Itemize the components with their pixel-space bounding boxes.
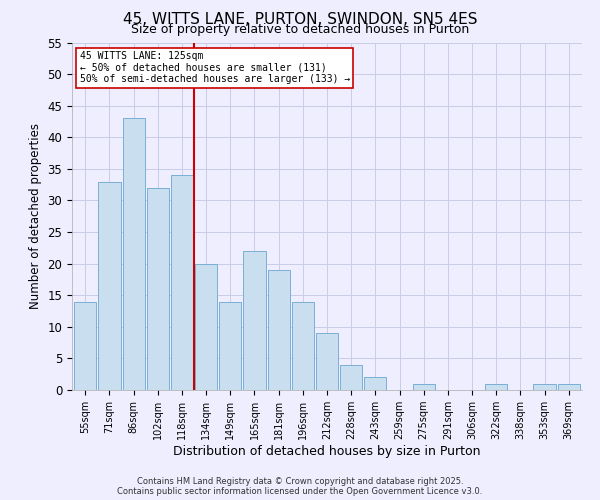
Bar — [74, 302, 97, 390]
Bar — [268, 270, 290, 390]
Bar — [316, 333, 338, 390]
Bar — [195, 264, 217, 390]
Bar — [364, 378, 386, 390]
Bar — [557, 384, 580, 390]
Text: Size of property relative to detached houses in Purton: Size of property relative to detached ho… — [131, 22, 469, 36]
Bar — [146, 188, 169, 390]
Text: 45 WITTS LANE: 125sqm
← 50% of detached houses are smaller (131)
50% of semi-det: 45 WITTS LANE: 125sqm ← 50% of detached … — [80, 51, 350, 84]
Bar — [292, 302, 314, 390]
Text: Contains HM Land Registry data © Crown copyright and database right 2025.
Contai: Contains HM Land Registry data © Crown c… — [118, 476, 482, 496]
Bar — [413, 384, 435, 390]
Bar — [98, 182, 121, 390]
Bar — [219, 302, 241, 390]
Bar — [533, 384, 556, 390]
Y-axis label: Number of detached properties: Number of detached properties — [29, 123, 42, 309]
Bar — [122, 118, 145, 390]
Bar — [171, 175, 193, 390]
X-axis label: Distribution of detached houses by size in Purton: Distribution of detached houses by size … — [173, 445, 481, 458]
Bar — [340, 364, 362, 390]
Text: 45, WITTS LANE, PURTON, SWINDON, SN5 4ES: 45, WITTS LANE, PURTON, SWINDON, SN5 4ES — [123, 12, 477, 28]
Bar — [485, 384, 508, 390]
Bar — [244, 251, 266, 390]
